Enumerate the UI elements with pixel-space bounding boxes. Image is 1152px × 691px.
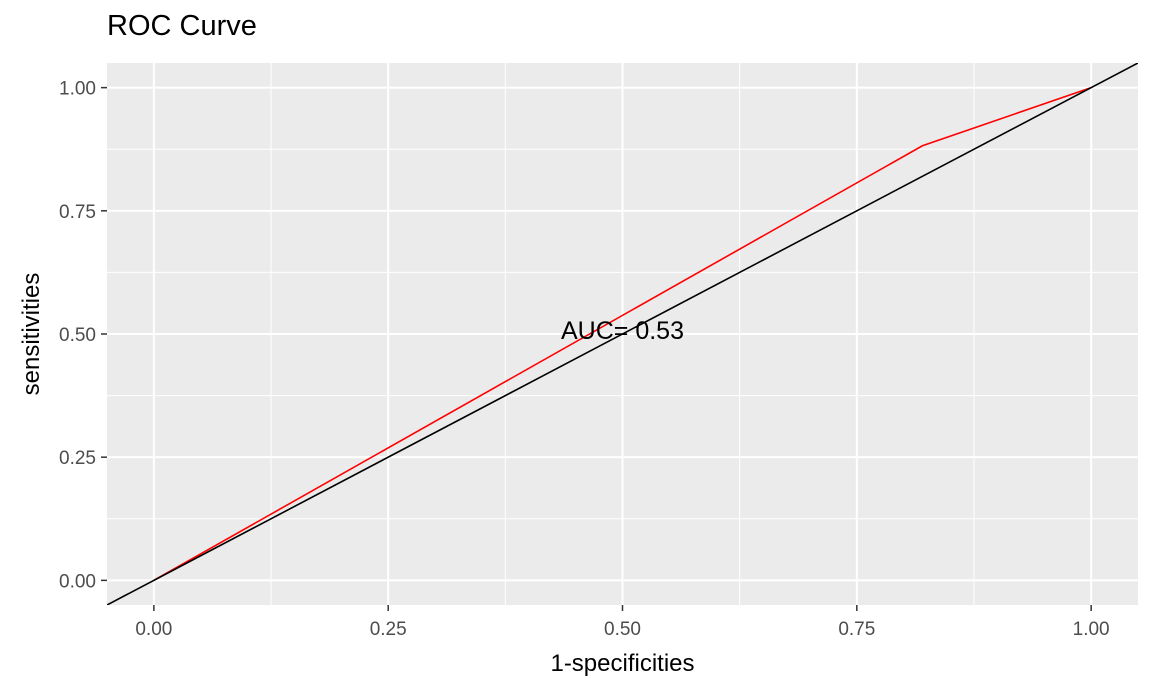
y-tick-label: 1.00: [59, 79, 96, 100]
reference-layer: [107, 63, 1138, 605]
y-tick-label: 0.75: [59, 202, 96, 223]
diagonal-reference-line: [107, 63, 1138, 605]
x-tick-label: 0.75: [838, 619, 875, 640]
y-tick-label: 0.50: [59, 325, 96, 346]
annotation-layer: AUC= 0.53: [561, 317, 684, 345]
x-tick-label: 0.00: [135, 619, 172, 640]
x-tick-label: 0.25: [370, 619, 407, 640]
x-tick-labels: 0.00 0.25 0.50 0.75 1.00: [135, 619, 1109, 640]
y-axis-title: sensitivities: [18, 273, 45, 396]
roc-curve-line: [153, 86, 1092, 582]
y-tick-label: 0.00: [59, 571, 96, 592]
axis-ticks: [101, 86, 1092, 611]
y-tick-label: 0.25: [59, 448, 96, 469]
x-tick-label: 0.50: [604, 619, 641, 640]
chart-title: ROC Curve: [107, 10, 257, 42]
x-tick-label: 1.00: [1073, 619, 1110, 640]
y-tick-labels: 0.00 0.25 0.50 0.75 1.00: [59, 79, 96, 593]
x-axis-title: 1-specificities: [550, 650, 694, 677]
auc-annotation: AUC= 0.53: [561, 317, 684, 345]
series-layer: [153, 86, 1092, 582]
